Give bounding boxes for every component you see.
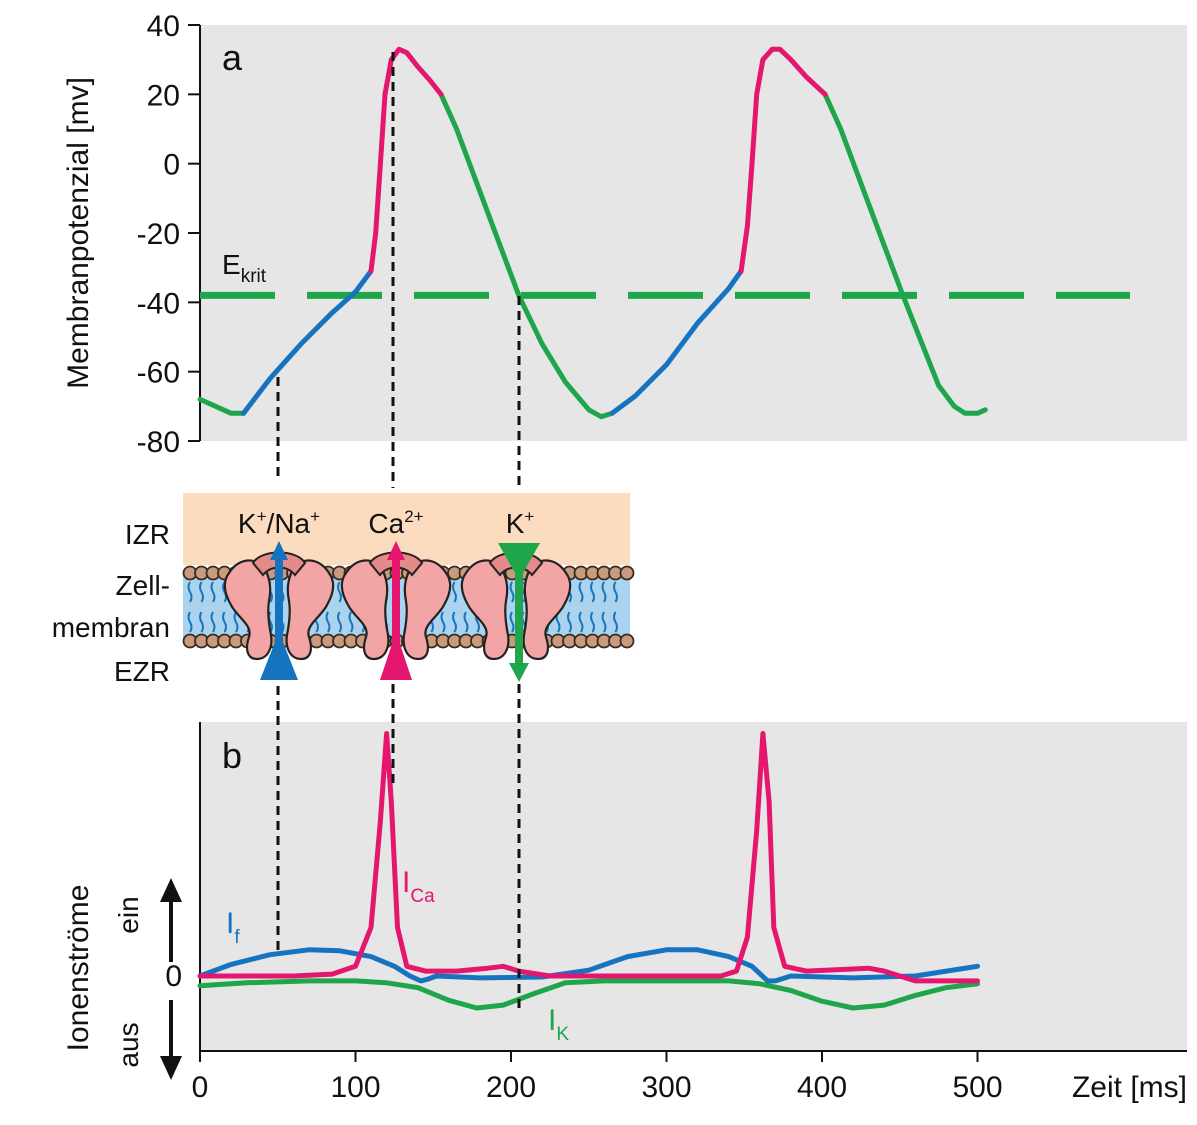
action-potential-segment: [241, 268, 374, 416]
lipid-tail: [601, 581, 607, 603]
x-tick-label: 100: [330, 1071, 380, 1104]
if-label: If: [226, 907, 240, 948]
ion-label-ca: Ca2+: [368, 507, 423, 539]
y-tick-label: -20: [137, 218, 180, 251]
x-tick-label: 400: [797, 1071, 847, 1104]
k-na-arrow-shaft: [275, 555, 283, 655]
x-tick-label: 200: [486, 1071, 536, 1104]
y-tick-label: -60: [137, 357, 180, 390]
action-potential-segment: [368, 46, 444, 274]
lipid-tail: [452, 581, 457, 603]
lipid-head: [619, 565, 635, 581]
x-tick-label: 500: [952, 1071, 1002, 1104]
action-potential-segment: [438, 91, 615, 420]
threshold-label: Ekrit: [222, 249, 267, 287]
ca-arrow-up-icon: [387, 541, 405, 560]
action-potential-segment: [822, 91, 988, 416]
ik-label: IK: [548, 1004, 569, 1045]
panel-a-background: [200, 25, 1187, 441]
ion-arrows: [260, 541, 540, 682]
lipid-tail: [567, 611, 572, 633]
action-potential-segment: [197, 396, 246, 416]
lipid-tail: [578, 581, 584, 603]
zellmembran-label-2: membran: [52, 612, 170, 643]
lipid-tail: [463, 611, 469, 633]
ion-label-k-na: K+/Na+: [238, 507, 320, 539]
y-tick-label: 20: [147, 79, 180, 112]
panel-a: 40 20 0 -20 -40 -60 -80 a Membranpotenzial [mv…: [62, 10, 1187, 459]
panel-b-background: [200, 722, 1187, 1051]
outward-label: aus: [113, 1022, 144, 1067]
lipid-tail: [509, 581, 515, 603]
panel-a-label: a: [222, 37, 243, 78]
lipid-tail: [613, 611, 618, 633]
lipid-tail: [613, 581, 618, 603]
lipid-tail: [325, 611, 331, 633]
action-potential-curves: [197, 46, 988, 420]
k-arrow-down-icon: [509, 663, 529, 682]
lipid-tail: [337, 581, 342, 603]
ezr-label: EZR: [114, 656, 170, 687]
inward-label: ein: [113, 896, 144, 933]
lipid-tail: [210, 611, 216, 633]
panel-a-y-axis-title: Membranpotenzial [mv]: [62, 77, 95, 389]
y-tick-label: 0: [163, 149, 180, 182]
lipid-tail: [348, 611, 354, 633]
lipid-tail: [210, 581, 216, 603]
outward-arrow-icon: [160, 1056, 182, 1080]
x-axis-title: Zeit [ms]: [1072, 1071, 1187, 1104]
y-tick-label: 40: [147, 10, 180, 43]
lipid-head: [619, 633, 635, 649]
panel-b-y-axis-title: Ionenströme: [62, 885, 95, 1052]
k-na-arrow-up-icon: [270, 541, 288, 560]
lipid-tail: [590, 611, 595, 633]
ion-current-K: [197, 978, 980, 1011]
lipid-tail: [233, 611, 239, 633]
ion-current-curves: [197, 731, 980, 1011]
lipid-tail: [509, 611, 515, 633]
ca-arrow-base-icon: [380, 632, 412, 680]
ca-arrow-shaft: [392, 555, 400, 655]
action-potential-segment: [609, 268, 744, 416]
ion-current-Ca: [197, 731, 980, 984]
x-tick-label: 0: [192, 1071, 209, 1104]
action-potential-segment: [738, 46, 828, 274]
ica-label: ICa: [402, 866, 435, 907]
k-na-arrow-base-icon: [260, 632, 298, 680]
lipid-tail: [452, 611, 457, 633]
x-tick-label: 300: [641, 1071, 691, 1104]
lipid-tail: [440, 611, 446, 633]
panel-b: 0 100 200 300 400 500 Zeit [ms] b Ionenströme…: [62, 722, 1187, 1104]
lipid-tail: [601, 611, 607, 633]
zellmembran-label-1: Zell-: [116, 570, 170, 601]
lipid-tail: [187, 581, 193, 603]
k-arrow-shaft: [515, 560, 523, 666]
panel-b-x-ticks: 0 100 200 300 400 500: [192, 1051, 1003, 1104]
y-tick-label: -80: [137, 426, 180, 459]
lipid-tail: [337, 611, 342, 633]
inward-arrow-icon: [160, 878, 182, 902]
ion-label-k: K+: [506, 507, 535, 539]
lipid-tail: [199, 611, 204, 633]
panel-a-y-ticks: 40 20 0 -20 -40 -60 -80: [137, 10, 200, 459]
lipid-tail: [590, 581, 595, 603]
lipid-tail: [222, 611, 227, 633]
y-tick-label: -40: [137, 287, 180, 320]
lipid-tail: [578, 611, 584, 633]
lipid-tail: [187, 611, 193, 633]
cell-membrane-diagram: IZR Zell- membran EZR K+/Na+ Ca2+ K+: [52, 493, 635, 687]
correspondence-lines: [276, 52, 521, 1010]
panel-b-label: b: [222, 735, 242, 776]
lipid-tail: [199, 581, 204, 603]
zero-label: 0: [165, 960, 182, 993]
izr-label: IZR: [125, 519, 170, 550]
